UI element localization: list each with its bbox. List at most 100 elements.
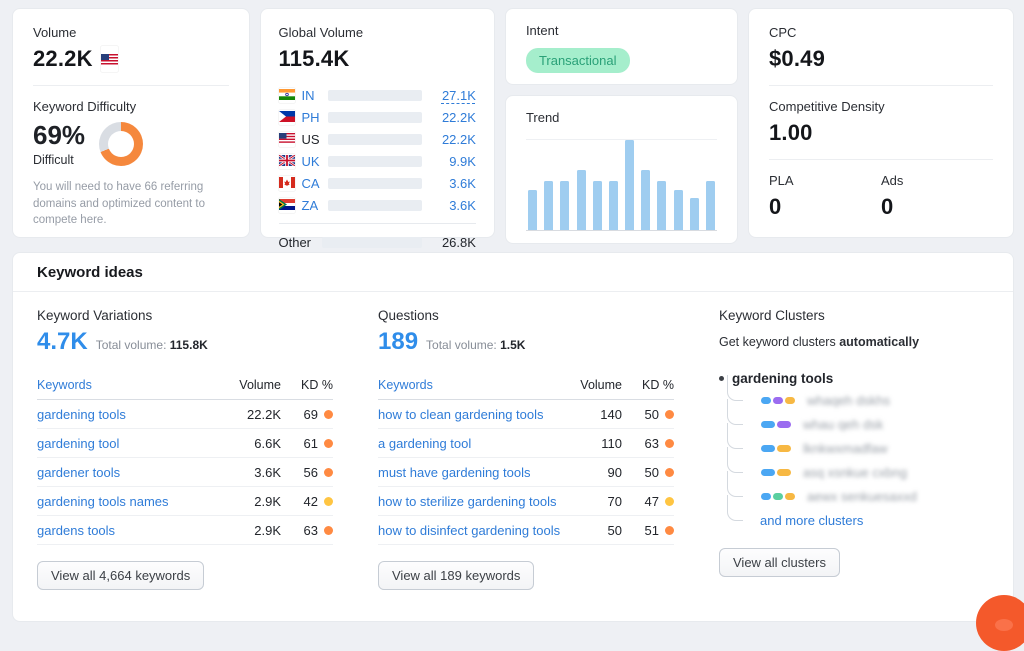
keyword-variations-section: Keyword Variations 4.7K Total volume: 11… bbox=[37, 308, 333, 590]
trend-bar bbox=[641, 169, 651, 230]
keyword-link[interactable]: how to sterilize gardening tools bbox=[378, 493, 557, 509]
trend-bar bbox=[706, 180, 715, 230]
difficulty-percent: 69% bbox=[33, 120, 86, 150]
country-row-uk: UK 9.9K bbox=[277, 150, 476, 172]
trend-bar bbox=[625, 140, 635, 230]
keyword-link[interactable]: gardening tool bbox=[37, 435, 120, 451]
volume-cell: 90 bbox=[607, 464, 622, 480]
difficulty-label: Keyword Difficulty bbox=[33, 99, 137, 114]
uk-flag-icon bbox=[277, 153, 296, 169]
cluster-pills-icon bbox=[761, 396, 795, 404]
keyword-ideas-title: Keyword ideas bbox=[13, 253, 1013, 292]
kd-header: KD % bbox=[642, 378, 674, 392]
kd-dot bbox=[665, 438, 674, 448]
volume-cell: 110 bbox=[601, 435, 622, 451]
cluster-pills-icon bbox=[761, 420, 791, 428]
keyword-link[interactable]: gardening tools bbox=[37, 406, 126, 422]
country-volume-value[interactable]: 27.1K bbox=[441, 87, 476, 103]
keywords-header: Keywords bbox=[37, 378, 92, 392]
trend-bar bbox=[657, 180, 667, 230]
competitive-density-label: Competitive Density bbox=[769, 99, 885, 114]
questions-section: Questions 189 Total volume: 1.5K Keyword… bbox=[378, 308, 674, 590]
country-row-ca: CA 3.6K bbox=[278, 172, 476, 194]
trend-bar bbox=[673, 189, 683, 230]
pla-value: 0 bbox=[769, 194, 782, 219]
country-volume-bar bbox=[327, 199, 422, 211]
kd-cell: 69 bbox=[281, 407, 333, 422]
keyword-link[interactable]: gardens tools bbox=[37, 522, 116, 538]
other-volume-value: 26.8K bbox=[441, 234, 476, 250]
variations-total: Total volume: 115.8K bbox=[95, 338, 208, 352]
volume-cell: 3.6K bbox=[254, 464, 281, 480]
cpc-card: CPC $0.49 Competitive Density 1.00 PLA 0… bbox=[748, 8, 1014, 238]
other-label: Other bbox=[278, 234, 312, 250]
view-all-clusters-button[interactable]: View all clusters bbox=[719, 548, 840, 577]
difficulty-row: 69% Difficult bbox=[33, 120, 229, 167]
keyword-link[interactable]: a gardening tool bbox=[378, 435, 472, 451]
country-code-link[interactable]: UK bbox=[301, 153, 320, 169]
kd-dot bbox=[324, 525, 333, 535]
volume-cell: 50 bbox=[607, 522, 622, 538]
cluster-tree: whaqeh dskhs whau qeh dsk lknkwxmadfaw bbox=[727, 375, 989, 532]
country-volume-value[interactable]: 9.9K bbox=[449, 153, 476, 169]
za-flag-icon bbox=[278, 198, 295, 213]
kd-dot bbox=[324, 409, 333, 419]
volume-header: Volume bbox=[580, 378, 622, 392]
kd-cell: 42 bbox=[281, 494, 333, 509]
view-all-questions-button[interactable]: View all 189 keywords bbox=[378, 561, 535, 590]
trend-bar bbox=[544, 180, 554, 230]
pla-ads-row: PLA 0 Ads 0 bbox=[769, 173, 993, 220]
country-code-link[interactable]: IN bbox=[301, 87, 315, 103]
keyword-link[interactable]: gardener tools bbox=[37, 464, 121, 480]
table-row: how to sterilize gardening tools 70 47 bbox=[378, 487, 674, 516]
cluster-item: lknkwxmadfaw bbox=[727, 423, 989, 460]
country-volume-value[interactable]: 3.6K bbox=[449, 175, 476, 191]
country-volume-value[interactable]: 22.2K bbox=[441, 109, 476, 125]
clusters-subtitle: Get keyword clusters automatically bbox=[719, 335, 920, 349]
volume-cell: 140 bbox=[600, 406, 622, 422]
ph-flag-icon bbox=[278, 110, 295, 125]
keyword-link[interactable]: how to clean gardening tools bbox=[378, 406, 544, 422]
volume-header: Volume bbox=[239, 378, 281, 392]
keyword-ideas-panel: Keyword ideas Keyword Variations 4.7K To… bbox=[12, 252, 1014, 622]
country-volume-bar bbox=[327, 111, 422, 123]
questions-summary: 189 Total volume: 1.5K bbox=[378, 328, 674, 356]
keyword-link[interactable]: must have gardening tools bbox=[378, 464, 531, 480]
intent-card: Intent Transactional bbox=[504, 8, 738, 85]
more-clusters-link[interactable]: and more clusters bbox=[760, 512, 864, 528]
country-code-link[interactable]: ZA bbox=[301, 197, 319, 213]
difficulty-donut-chart bbox=[99, 121, 144, 166]
top-metrics-row: Volume 22.2K Keyword Difficulty 69% Diff… bbox=[12, 8, 1014, 250]
kd-cell: 47 bbox=[622, 494, 674, 509]
country-row-other: Other 26.8K bbox=[279, 231, 476, 253]
trend-bar bbox=[576, 169, 586, 230]
table-row: must have gardening tools 90 50 bbox=[378, 458, 674, 487]
table-row: how to clean gardening tools 140 50 bbox=[378, 400, 674, 429]
kd-dot bbox=[665, 525, 674, 535]
kd-cell: 50 bbox=[622, 407, 674, 422]
country-volume-value[interactable]: 3.6K bbox=[449, 197, 476, 213]
view-all-keywords-button[interactable]: View all 4,664 keywords bbox=[37, 561, 205, 590]
kd-cell: 50 bbox=[622, 465, 674, 480]
country-volume-value[interactable]: 22.2K bbox=[441, 131, 476, 147]
ca-flag-icon bbox=[278, 176, 295, 191]
country-volume-bar bbox=[327, 177, 422, 189]
intent-badge: Transactional bbox=[525, 48, 630, 73]
ads-block: Ads 0 bbox=[881, 173, 993, 220]
us-flag-icon bbox=[278, 132, 295, 147]
keyword-link[interactable]: gardening tools names bbox=[37, 493, 169, 509]
keyword-ideas-body: Keyword Variations 4.7K Total volume: 11… bbox=[13, 292, 1013, 590]
pla-label: PLA bbox=[769, 173, 794, 188]
difficulty-note: You will need to have 66 referring domai… bbox=[33, 181, 205, 227]
country-code-link[interactable]: PH bbox=[301, 109, 320, 125]
cluster-item-label: whau qeh dsk bbox=[803, 416, 884, 432]
cluster-item-label: aewx senkuesaxxd bbox=[807, 488, 917, 504]
volume-value-row: 22.2K bbox=[33, 46, 229, 72]
table-row: gardening tools 22.2K 69 bbox=[37, 400, 333, 429]
kd-dot bbox=[665, 467, 674, 477]
trend-bar bbox=[527, 190, 537, 230]
keyword-link[interactable]: how to disinfect gardening tools bbox=[378, 522, 561, 538]
volume-card: Volume 22.2K Keyword Difficulty 69% Diff… bbox=[12, 8, 250, 238]
chat-fab-button[interactable] bbox=[976, 595, 1024, 651]
country-code-link[interactable]: CA bbox=[301, 175, 320, 191]
